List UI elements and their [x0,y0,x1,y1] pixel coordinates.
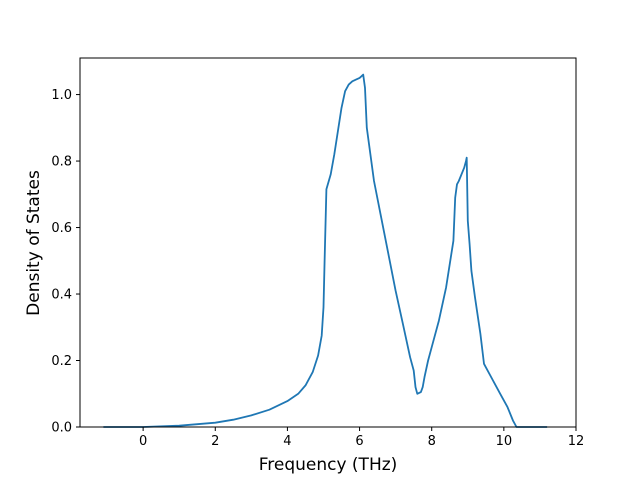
y-tick-label: 0.0 [51,421,72,436]
x-tick-label: 12 [568,434,585,449]
x-tick-label: 0 [139,434,147,449]
y-tick-label: 0.2 [51,354,72,369]
x-tick-label: 6 [355,434,363,449]
x-axis-ticks: 0 2 4 6 8 10 12 [139,427,584,449]
y-tick-label: 0.4 [51,288,72,303]
y-tick-label: 1.0 [51,88,72,103]
x-tick-label: 4 [283,434,291,449]
y-tick-label: 0.6 [51,221,72,236]
y-axis-label: Density of States [24,170,44,316]
plot-area [103,73,548,428]
series-line-0 [103,73,548,428]
x-axis-label: Frequency (THz) [259,455,398,475]
axes-frame [79,57,577,428]
x-tick-label: 10 [496,434,513,449]
x-tick-label: 2 [211,434,219,449]
y-tick-label: 0.8 [51,155,72,170]
x-tick-label: 8 [428,434,436,449]
y-axis-ticks: 0.0 0.2 0.4 0.6 0.8 1.0 [51,88,80,436]
